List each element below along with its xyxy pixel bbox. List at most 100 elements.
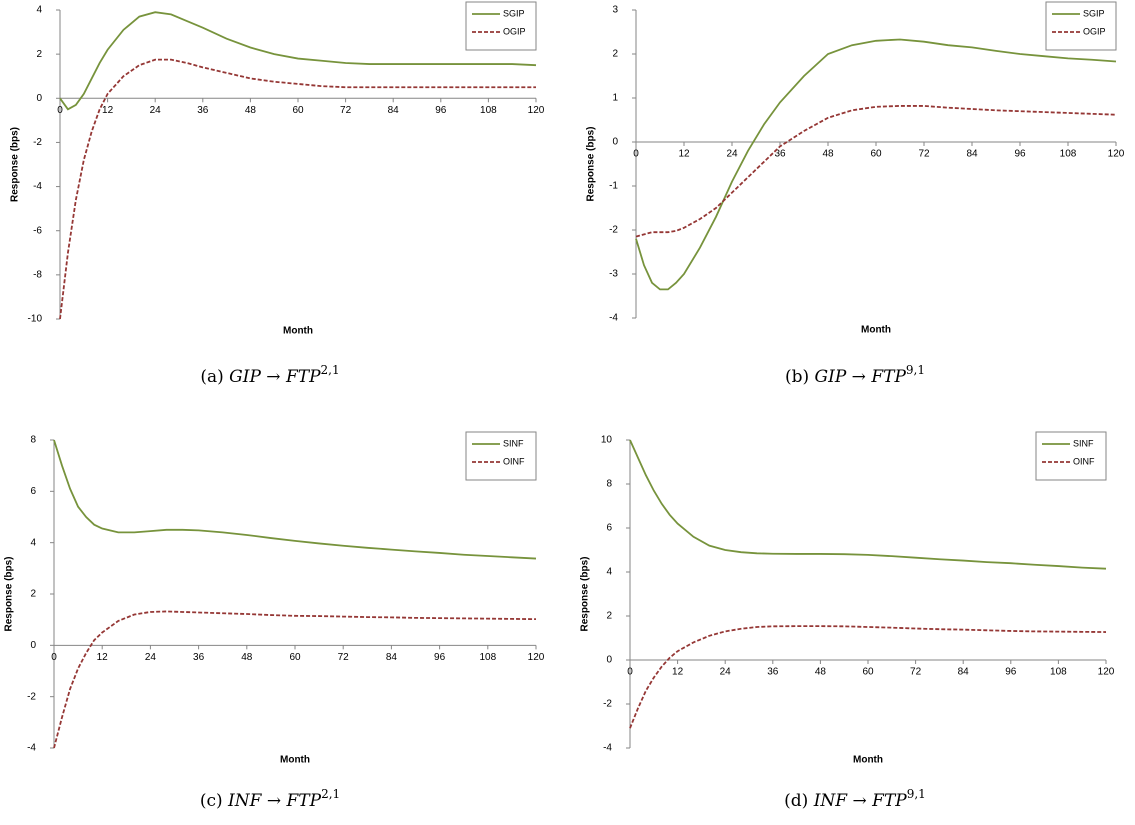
y-tick-label: 4 [606,567,612,578]
legend-label: SGIP [1083,8,1105,18]
x-axis-title: Month [853,755,883,766]
x-axis-title: Month [280,755,310,766]
x-tick-label: 96 [1014,149,1026,160]
caption-superscript: 9,1 [906,363,925,377]
x-tick-label: 12 [97,652,109,663]
series-line [629,439,1107,570]
x-tick-label: 60 [870,149,882,160]
x-tick-label: 72 [338,652,350,663]
y-tick-label: 8 [606,479,612,490]
x-tick-label: 72 [910,667,922,678]
x-tick-label: 108 [479,652,496,663]
y-axis-title: Response (bps) [586,126,597,201]
series-line [635,38,1117,291]
y-tick-label: 2 [612,49,618,60]
y-tick-label: -4 [33,181,42,192]
x-tick-label: 12 [672,667,684,678]
y-tick-label: -1 [609,181,618,192]
x-tick-label: 48 [245,105,257,116]
x-tick-label: 108 [480,105,497,116]
x-tick-label: 48 [815,667,827,678]
y-tick-label: -8 [33,269,42,280]
y-tick-label: -4 [609,313,618,324]
x-tick-label: 108 [1060,149,1077,160]
y-tick-label: -6 [33,225,42,236]
y-tick-label: -4 [603,743,612,754]
x-tick-label: 0 [51,652,57,663]
legend: SINF OINF [465,431,537,481]
y-tick-label: 6 [606,523,612,534]
x-tick-label: 84 [958,667,970,678]
y-tick-label: -2 [27,691,36,702]
caption-text: GIP → FTP [229,367,321,387]
y-axis-title: Response (bps) [10,127,21,202]
x-tick-label: 84 [966,149,978,160]
y-tick-label: 2 [36,49,42,60]
x-tick-label: 120 [528,105,545,116]
x-tick-label: 12 [102,105,114,116]
y-tick-label: 10 [601,435,613,446]
caption-superscript: 2,1 [321,363,340,377]
x-tick-label: 96 [434,652,446,663]
x-tick-label: 0 [57,105,63,116]
legend: SGIP OGIP [1045,1,1117,51]
y-tick-label: 2 [606,611,612,622]
caption: (a) GIP → FTP2,1 [200,363,339,387]
y-axis-title: Response (bps) [580,556,591,631]
y-tick-label: 3 [612,5,618,16]
legend-label: OINF [503,456,525,466]
x-tick-label: 96 [1005,667,1017,678]
y-tick-label: 4 [30,537,36,548]
legend-label: SINF [503,438,524,448]
x-tick-label: 24 [145,652,157,663]
x-tick-label: 60 [862,667,874,678]
x-tick-label: 12 [678,149,690,160]
legend-box [465,1,537,51]
caption-text: GIP → FTP [815,367,907,387]
x-tick-label: 72 [340,105,352,116]
x-tick-label: 120 [1108,149,1125,160]
series-line [53,439,537,560]
y-tick-label: 2 [30,589,36,600]
y-tick-label: 0 [30,640,36,651]
x-tick-label: 120 [1098,667,1115,678]
legend: SINF OINF [1035,431,1107,481]
caption: (c) INF → FTP2,1 [200,787,340,811]
x-tick-label: 24 [726,149,738,160]
y-tick-label: 1 [612,93,618,104]
legend-label: SINF [1073,438,1094,448]
legend-box [1045,1,1117,51]
x-tick-label: 120 [528,652,545,663]
x-tick-label: 0 [627,667,633,678]
series-line [629,625,1107,729]
y-tick-label: 4 [36,5,42,16]
y-axis-title: Response (bps) [4,556,15,631]
legend-box [465,431,537,481]
y-tick-label: 0 [36,93,42,104]
x-tick-label: 96 [435,105,447,116]
series-line [635,105,1117,238]
legend-label: OGIP [1083,26,1106,36]
y-tick-label: 0 [612,137,618,148]
y-tick-label: 8 [30,435,36,446]
caption-superscript: 2,1 [321,787,340,801]
x-tick-label: 36 [197,105,209,116]
x-axis-title: Month [861,325,891,336]
caption-superscript: 9,1 [907,787,926,801]
x-tick-label: 60 [289,652,301,663]
legend: SGIP OGIP [465,1,537,51]
x-tick-label: 36 [767,667,779,678]
y-tick-label: -4 [27,743,36,754]
y-tick-label: -2 [603,699,612,710]
x-tick-label: 24 [150,105,162,116]
x-tick-label: 48 [822,149,834,160]
series-line [53,610,537,749]
caption-label: (d) [784,791,808,811]
caption: (b) GIP → FTP9,1 [785,363,925,387]
x-tick-label: 72 [918,149,930,160]
